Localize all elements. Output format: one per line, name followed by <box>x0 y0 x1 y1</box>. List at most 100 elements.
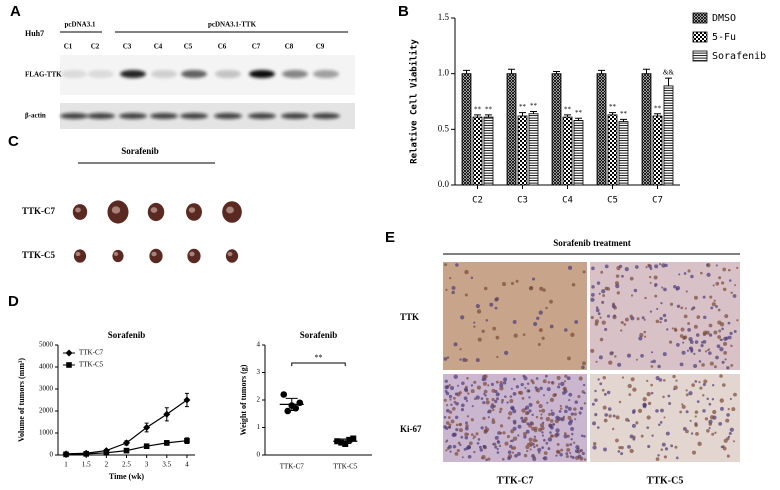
ihc-nucleus <box>526 422 530 426</box>
ihc-nucleus <box>555 432 560 437</box>
ihc-nucleus <box>591 285 595 289</box>
legend-swatch <box>692 12 708 24</box>
ihc-nucleus <box>664 447 669 451</box>
ihc-nucleus <box>463 387 468 392</box>
ihc-nucleus <box>611 351 614 354</box>
ihc-nucleus <box>736 319 739 322</box>
ihc-nucleus <box>549 299 553 304</box>
ihc-nucleus <box>445 403 449 407</box>
ihc-nucleus <box>566 434 570 438</box>
ihc-nucleus <box>699 386 703 390</box>
ihc-nucleus <box>542 288 546 292</box>
ihc-nucleus <box>528 402 533 407</box>
x-tick-label: C2 <box>472 196 483 206</box>
ihc-nucleus <box>601 289 606 294</box>
ihc-nucleus <box>664 319 668 323</box>
ihc-nucleus <box>555 449 561 454</box>
ihc-nucleus <box>698 380 701 384</box>
significance: ** <box>609 103 617 111</box>
ihc-nucleus <box>717 335 722 339</box>
marker <box>123 439 130 447</box>
ihc-nucleus <box>719 322 725 327</box>
ihc-nucleus <box>715 304 718 308</box>
ihc-nucleus <box>520 383 524 387</box>
ihc-nucleus <box>458 391 462 395</box>
ihc-nucleus <box>563 380 567 383</box>
ihc-nucleus <box>618 400 622 404</box>
ihc-nucleus <box>499 380 503 385</box>
ihc-nucleus <box>583 435 586 438</box>
ihc-nucleus <box>599 382 603 386</box>
ihc-nucleus <box>491 420 496 424</box>
ihc-nucleus <box>604 264 609 269</box>
ihc-nucleus <box>641 316 645 320</box>
ihc-nucleus <box>639 332 644 338</box>
ihc-nucleus <box>494 445 498 449</box>
error-bar <box>609 112 616 115</box>
ihc-nucleus <box>583 402 587 405</box>
x-tick-label: TTK-C7 <box>280 463 305 471</box>
ihc-nucleus <box>621 376 625 379</box>
legend-swatch <box>692 31 708 43</box>
legend-swatch <box>692 50 708 62</box>
ihc-nucleus <box>496 440 500 443</box>
bar <box>562 116 573 186</box>
ihc-nucleus <box>595 306 599 309</box>
ihc-nucleus <box>565 454 569 459</box>
ihc-nucleus <box>702 339 707 344</box>
bar <box>652 115 663 186</box>
ihc-nucleus <box>675 456 679 460</box>
marker <box>83 451 90 457</box>
ihc-nucleus <box>649 310 653 313</box>
ihc-nucleus <box>507 416 511 420</box>
ihc-nucleus <box>634 265 639 269</box>
ihc-nucleus <box>591 402 595 406</box>
band <box>215 70 241 78</box>
ihc-nucleus <box>703 379 708 384</box>
ihc-nucleus <box>485 397 489 401</box>
group-label: pcDNA3.1-TTK <box>208 21 257 29</box>
ihc-nucleus <box>592 445 597 450</box>
ihc-nucleus <box>456 384 460 387</box>
ihc-nucleus <box>642 397 647 402</box>
x-tick-label: C7 <box>652 196 663 206</box>
ihc-nucleus <box>695 431 699 436</box>
ihc-nucleus <box>579 449 583 453</box>
band <box>60 113 88 119</box>
ihc-nucleus <box>538 404 543 409</box>
column-label: TTK-C5 <box>647 475 684 486</box>
ihc-nucleus <box>529 286 534 290</box>
ihc-nucleus <box>635 358 638 361</box>
ihc-nucleus <box>564 328 568 332</box>
tumor-highlight <box>111 206 121 214</box>
column-label: TTK-C7 <box>497 475 534 486</box>
ihc-nucleus <box>628 393 632 396</box>
ihc-nucleus <box>528 441 533 446</box>
ihc-nucleus <box>459 358 462 361</box>
point <box>284 407 292 415</box>
ihc-nucleus <box>724 314 729 319</box>
ihc-nucleus <box>627 383 632 389</box>
tumor-highlight <box>151 251 157 257</box>
ihc-nucleus <box>487 416 490 419</box>
ihc-nucleus <box>725 418 730 423</box>
ihc-nucleus <box>560 418 564 421</box>
ihc-nucleus <box>679 410 683 414</box>
marker <box>163 410 171 418</box>
ihc-nucleus <box>449 277 452 280</box>
ihc-nucleus <box>574 320 579 324</box>
ihc-nucleus <box>690 432 694 435</box>
ihc-nucleus <box>567 356 571 361</box>
ihc-nucleus <box>541 336 545 340</box>
ihc-nucleus <box>600 270 604 274</box>
ihc-nucleus <box>646 415 651 420</box>
ihc-nucleus <box>470 433 474 436</box>
ihc-nucleus <box>654 264 659 269</box>
ihc-nucleus <box>496 451 500 454</box>
ihc-nucleus <box>663 416 666 419</box>
ihc-nucleus <box>602 376 606 380</box>
bar <box>506 73 517 186</box>
ihc-nucleus <box>712 284 715 287</box>
ihc-nucleus <box>501 401 504 404</box>
ihc-nucleus <box>533 428 538 433</box>
